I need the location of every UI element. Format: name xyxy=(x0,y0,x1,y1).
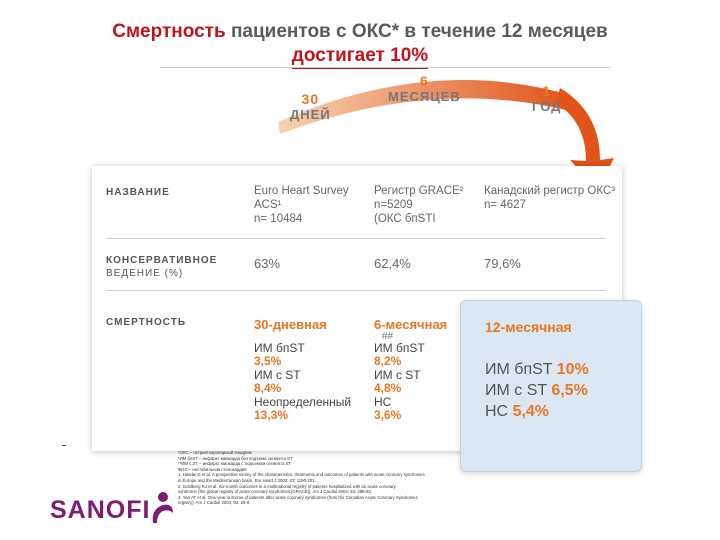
title-rule xyxy=(160,67,610,68)
mortality-6-head: 6-месячная xyxy=(374,317,448,332)
footnote: 1. Hasdai D et al. A prospective survey … xyxy=(178,472,425,478)
year-bv: 6,5% xyxy=(551,382,588,399)
registry-grace-l2: n=5209 xyxy=(374,199,413,211)
registry-euro-l1: Euro Heart Survey xyxy=(254,185,349,197)
cons-value-canada: 79,6% xyxy=(484,256,521,271)
registry-canada: Канадский регистр ОКС³ n= 4627 xyxy=(484,184,615,212)
mortality-30-day: 30-дневная ИМ бпST 3,5% ИМ с ST 8,4% Нео… xyxy=(254,318,351,423)
registry-euro: Euro Heart Survey ACS¹ n= 10484 xyxy=(254,184,349,226)
mortality-6-cv: 3,6% xyxy=(374,408,402,422)
row-header-conservative-l1: КОНСЕРВАТИВНОЕ xyxy=(106,255,218,266)
mortality-6-mark: ## xyxy=(382,330,394,342)
phase-6-num: 6 xyxy=(420,73,429,89)
mortality-30-cv: 13,3% xyxy=(254,408,289,422)
twelve-month-values: ИМ бпST 10% ИМ с ST 6,5% НС 5,4% xyxy=(485,359,589,422)
row-header-conservative-l2: ВЕДЕНИЕ (%) xyxy=(106,268,184,279)
phase-1-num: 1 xyxy=(542,83,552,99)
sanofi-logo: SANOFI xyxy=(50,496,151,524)
slide-title: Смертность пациентов с ОКС* в течение 12… xyxy=(40,20,680,69)
phase-30-label: ДНЕЙ xyxy=(290,107,331,122)
year-a: ИМ бпST xyxy=(485,361,553,378)
mortality-6-c: НС xyxy=(374,394,392,409)
registry-canada-l1: Канадский регистр ОКС³ xyxy=(484,185,616,197)
footnote: in Europe and the Mediterranean basin. E… xyxy=(178,477,316,483)
timeline-arrow-icon xyxy=(278,80,614,190)
twelve-month-box: 12-месячная ИМ бпST 10% ИМ с ST 6,5% НС … xyxy=(460,300,642,472)
registry-euro-l3: n= 10484 xyxy=(254,213,303,225)
footnote: *ИМ бпST – инфаркт миокарда без подъема … xyxy=(178,455,293,461)
mortality-30-c: Неопределенный xyxy=(254,394,352,409)
phase-1-label: ГОД xyxy=(532,99,562,114)
row-header-mortality: СМЕРТНОСТЬ xyxy=(106,317,187,328)
row-header-name: НАЗВАНИЕ xyxy=(106,187,170,198)
cons-value-grace: 62,4% xyxy=(374,256,411,271)
sanofi-bird-icon xyxy=(152,492,173,523)
phase-1-year: 1 ГОД xyxy=(532,83,562,115)
footnote-dash xyxy=(62,445,66,446)
phase-6-label: МЕСЯЦЕВ xyxy=(388,89,461,104)
footnote: 3. Yan AT et al. One-year outcome of pat… xyxy=(178,494,418,500)
row-header-conservative: КОНСЕРВАТИВНОЕ ВЕДЕНИЕ (%) xyxy=(106,254,217,280)
registry-euro-l2: ACS¹ xyxy=(254,199,282,211)
registry-grace: Регистр GRACE² n=5209 (ОКС бпSTI xyxy=(374,184,464,226)
row-divider xyxy=(106,290,606,291)
footnote: registry). Am J Cardiol 2004; 94: 25-9. xyxy=(178,500,251,506)
registry-grace-l1: Регистр GRACE² xyxy=(374,185,464,197)
mortality-30-head: 30-дневная xyxy=(254,317,327,332)
phase-6-months: 6 МЕСЯЦЕВ xyxy=(388,73,461,105)
mortality-30-av: 3,5% xyxy=(254,354,282,368)
footnote: 2. Goldberg RJ et al. Six-month outcomes… xyxy=(178,483,396,489)
cons-value-euro: 63% xyxy=(254,256,281,271)
mortality-30-b: ИМ с ST xyxy=(254,367,301,382)
phase-30-num: 30 xyxy=(301,91,320,107)
footnote: **ИМ с ST – инфаркт миокарда с подъемом … xyxy=(178,461,292,467)
row-divider xyxy=(106,238,606,239)
mortality-6-av: 8,2% xyxy=(374,354,402,368)
mortality-6-bv: 4,8% xyxy=(374,381,402,395)
year-cv: 5,4% xyxy=(512,403,550,420)
registry-grace-l3: (ОКС бпSTI xyxy=(374,213,436,225)
twelve-month-head: 12-месячная xyxy=(485,319,572,335)
footnote: *ОКС – острый коронарный синдром xyxy=(178,450,252,455)
title-highlight: Смертность xyxy=(112,21,226,42)
year-av: 10% xyxy=(556,361,589,378)
footnotes: *ОКС – острый коронарный синдром *ИМ бпS… xyxy=(178,450,478,506)
registry-canada-l2: n= 4627 xyxy=(484,199,526,211)
mortality-6-b: ИМ с ST xyxy=(374,367,421,382)
mortality-30-bv: 8,4% xyxy=(254,381,282,395)
title-line2: достигает 10% xyxy=(291,44,429,69)
footnote: ФНС – нестабильная стенокардия xyxy=(178,466,247,472)
mortality-30-a: ИМ бпST xyxy=(254,340,305,355)
year-b: ИМ с ST xyxy=(485,382,547,399)
footnote: syndrome (the global registry of acute c… xyxy=(178,489,372,495)
title-rest: пациентов с ОКС* в течение 12 месяцев xyxy=(225,21,608,42)
mortality-6-a: ИМ бпST xyxy=(374,340,425,355)
mortality-6-month: 6-месячная ## ИМ бпST 8,2% ИМ с ST 4,8% … xyxy=(374,318,447,423)
phase-30-days: 30 ДНЕЙ xyxy=(290,91,331,123)
year-c: НС xyxy=(485,403,509,420)
